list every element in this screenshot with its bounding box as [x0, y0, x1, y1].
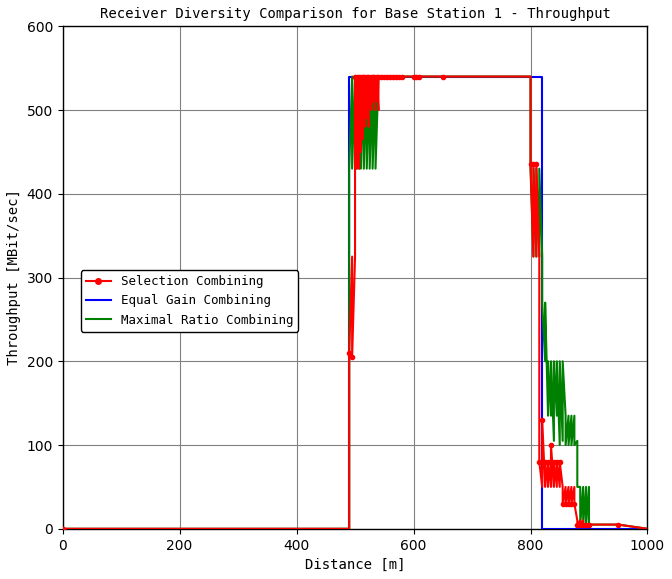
- Y-axis label: Throughput [MBit/sec]: Throughput [MBit/sec]: [7, 189, 21, 365]
- Legend: Selection Combining, Equal Gain Combining, Maximal Ratio Combining: Selection Combining, Equal Gain Combinin…: [81, 270, 298, 332]
- Title: Receiver Diversity Comparison for Base Station 1 - Throughput: Receiver Diversity Comparison for Base S…: [99, 7, 610, 21]
- X-axis label: Distance [m]: Distance [m]: [305, 558, 405, 572]
